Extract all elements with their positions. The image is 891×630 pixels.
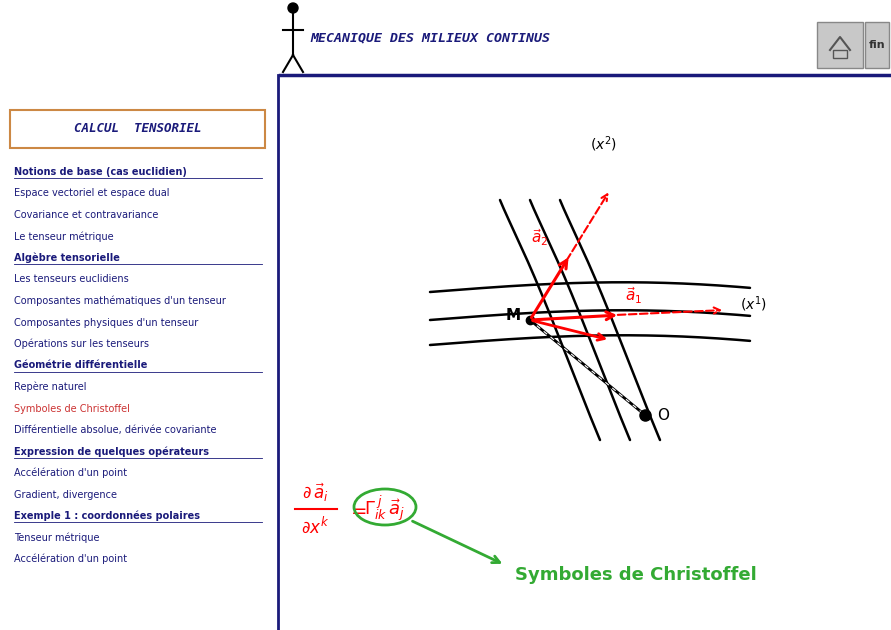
Text: Géométrie différentielle: Géométrie différentielle — [14, 360, 147, 370]
Text: Covariance et contravariance: Covariance et contravariance — [14, 210, 159, 220]
Bar — [10, 110, 265, 148]
Text: Accélération d'un point: Accélération d'un point — [14, 554, 127, 564]
Text: Tenseur métrique: Tenseur métrique — [14, 532, 100, 543]
Text: Symboles de Christoffel: Symboles de Christoffel — [515, 566, 756, 584]
Bar — [865, 22, 889, 68]
Text: Les tenseurs euclidiens: Les tenseurs euclidiens — [14, 275, 129, 285]
Bar — [833, 50, 847, 58]
Text: $(x^1)$: $(x^1)$ — [740, 295, 767, 314]
Text: fin: fin — [869, 40, 886, 50]
Text: CALCUL  TENSORIEL: CALCUL TENSORIEL — [74, 122, 201, 135]
Text: Repère naturel: Repère naturel — [14, 382, 86, 392]
Text: Le tenseur métrique: Le tenseur métrique — [14, 231, 114, 242]
Text: Notions de base (cas euclidien): Notions de base (cas euclidien) — [14, 167, 187, 177]
Circle shape — [288, 3, 298, 13]
Text: $\partial x^k$: $\partial x^k$ — [301, 517, 329, 537]
Text: Composantes mathématiques d'un tenseur: Composantes mathématiques d'un tenseur — [14, 295, 226, 306]
Text: Exemple 1 : coordonnées polaires: Exemple 1 : coordonnées polaires — [14, 511, 200, 521]
Bar — [817, 22, 863, 68]
Text: $\vec{a}_2$: $\vec{a}_2$ — [531, 227, 549, 248]
Text: $(x^2)$: $(x^2)$ — [590, 135, 617, 154]
Text: $\Gamma_{ik}^{\;j}\,\vec{a}_j$: $\Gamma_{ik}^{\;j}\,\vec{a}_j$ — [364, 494, 405, 524]
Text: MECANIQUE DES MILIEUX CONTINUS: MECANIQUE DES MILIEUX CONTINUS — [310, 32, 550, 45]
Text: Algèbre tensorielle: Algèbre tensorielle — [14, 253, 120, 263]
Text: Différentielle absolue, dérivée covariante: Différentielle absolue, dérivée covarian… — [14, 425, 217, 435]
Text: Composantes physiques d'un tenseur: Composantes physiques d'un tenseur — [14, 318, 199, 328]
Text: $=$: $=$ — [347, 500, 367, 518]
Text: Symboles de Christoffel: Symboles de Christoffel — [14, 403, 130, 413]
Text: $\partial\,\vec{a}_i$: $\partial\,\vec{a}_i$ — [301, 482, 329, 504]
Text: Opérations sur les tenseurs: Opérations sur les tenseurs — [14, 339, 149, 349]
Text: Expression de quelques opérateurs: Expression de quelques opérateurs — [14, 446, 209, 457]
Text: Gradient, divergence: Gradient, divergence — [14, 490, 117, 500]
Text: Espace vectoriel et espace dual: Espace vectoriel et espace dual — [14, 188, 169, 198]
Text: O: O — [657, 408, 669, 423]
Text: $\vec{a}_1$: $\vec{a}_1$ — [625, 285, 642, 306]
Text: M: M — [506, 309, 521, 323]
Text: Accélération d'un point: Accélération d'un point — [14, 467, 127, 478]
